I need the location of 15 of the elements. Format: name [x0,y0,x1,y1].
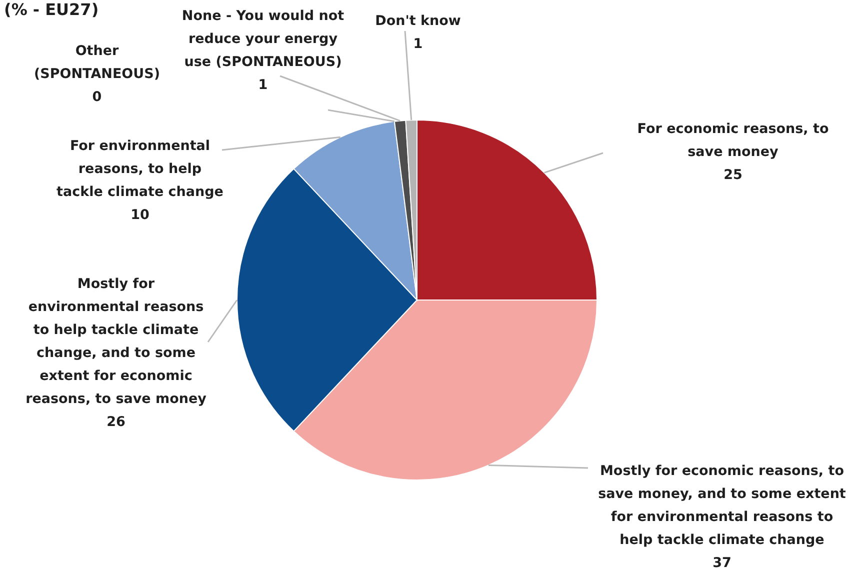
text: 0 [92,89,102,105]
data-label: 1 [258,77,268,93]
slice-label: For environmental reasons, to help tackle climate change [56,138,224,200]
slice-label: Mostly for economic reasons, to save money, and to some extent for environmental reasons to help tackle climate change [598,463,846,548]
slice-label: Don't know [375,13,461,29]
data-label: 26 [106,414,126,430]
slice-label: Mostly for environmental reasons to help tackle climate change, and to some extent for economic reasons, to save money [26,276,207,407]
data-label: 1 [413,36,423,52]
category-label: Other (SPONTANEOUS) [34,43,160,82]
chart-title: (% - EU27) [4,0,99,19]
data-label: 10 [130,207,150,223]
data-label: 25 [724,167,742,183]
slice-label: For economic reasons, to save money [637,121,829,160]
slice-label: None - You would not reduce your energy use (SPONTANEOUS) [182,8,345,70]
data-label: 37 [712,555,732,571]
